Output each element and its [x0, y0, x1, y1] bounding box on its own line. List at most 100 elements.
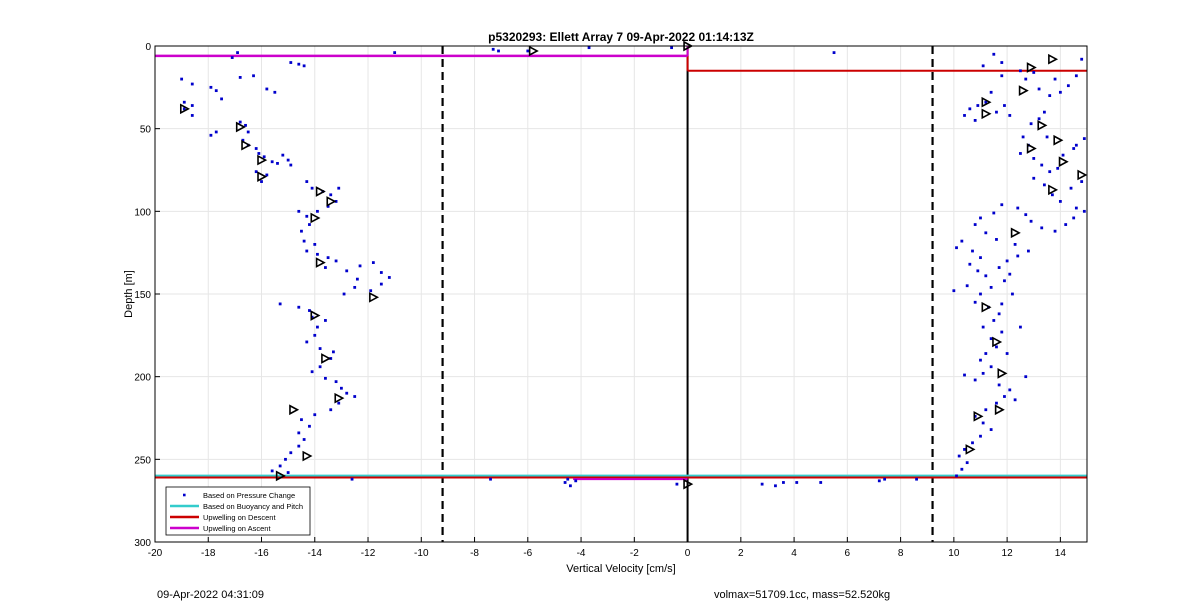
- buoyancy-pitch-point: [1048, 184, 1059, 196]
- pressure-change-point: [1048, 94, 1052, 97]
- pressure-change-point: [984, 100, 988, 104]
- buoyancy-pitch-point: [257, 171, 268, 182]
- pressure-change-point: [760, 482, 764, 486]
- pressure-change-point: [1016, 206, 1020, 210]
- pressure-change-point: [1080, 180, 1084, 183]
- y-tick-label: 0: [145, 42, 151, 53]
- pressure-change-point: [587, 46, 591, 50]
- pressure-change-point: [284, 457, 287, 461]
- y-tick-label: 50: [140, 125, 152, 136]
- pressure-change-point: [995, 401, 998, 405]
- pressure-change-point: [324, 266, 327, 269]
- pressure-change-point: [963, 114, 966, 117]
- pressure-change-point: [300, 418, 303, 422]
- pressure-change-point: [995, 110, 998, 114]
- pressure-change-point: [795, 481, 799, 484]
- pressure-change-point: [989, 365, 993, 369]
- buoyancy-pitch-point: [179, 103, 190, 115]
- pressure-change-point: [1011, 292, 1014, 296]
- pressure-change-point: [981, 64, 985, 68]
- pressure-change-point: [324, 319, 327, 322]
- pressure-change-point: [246, 130, 250, 134]
- pressure-change-point: [1000, 302, 1004, 306]
- pressure-change-point: [254, 170, 258, 174]
- pressure-change-point: [1045, 135, 1049, 139]
- pressure-change-point: [353, 285, 357, 289]
- pressure-change-point: [289, 61, 293, 64]
- y-tick-label: 300: [134, 538, 151, 549]
- pressure-change-point: [1008, 114, 1012, 117]
- pressure-change-point: [260, 180, 263, 183]
- pressure-change-point: [1024, 77, 1028, 81]
- pressure-change-point: [1058, 90, 1062, 94]
- pressure-change-point: [387, 276, 391, 279]
- pressure-change-point: [563, 481, 567, 484]
- x-tick-label: -14: [308, 548, 323, 559]
- pressure-change-point: [566, 477, 570, 481]
- buoyancy-pitch-point: [981, 96, 992, 108]
- buoyancy-pitch-point: [1058, 156, 1069, 168]
- buoyancy-pitch-point: [981, 108, 992, 120]
- pressure-change-point: [995, 238, 998, 241]
- buoyancy-pitch-point: [241, 139, 252, 151]
- pressure-change-point: [976, 269, 980, 273]
- pressure-change-point: [337, 186, 341, 190]
- legend-entry-label: Upwelling on Descent: [203, 513, 276, 522]
- pressure-change-point: [981, 421, 985, 425]
- pressure-change-point: [209, 133, 213, 137]
- pressure-change-point: [310, 186, 314, 190]
- pressure-change-point: [973, 119, 977, 122]
- pressure-change-point: [1058, 200, 1062, 203]
- pressure-change-point: [1037, 117, 1041, 121]
- pressure-change-point: [992, 52, 996, 56]
- x-tick-label: 4: [791, 548, 797, 559]
- pressure-change-point: [305, 214, 309, 218]
- pressure-change-point: [497, 49, 500, 53]
- pressure-change-point: [1021, 135, 1025, 139]
- pressure-change-point: [190, 114, 194, 117]
- legend-entry-label: Based on Buoyancy and Pitch: [203, 502, 303, 511]
- pressure-change-point: [289, 163, 293, 167]
- y-axis-label: Depth [m]: [123, 270, 135, 318]
- pressure-change-point: [979, 256, 982, 260]
- pressure-change-point: [286, 471, 290, 474]
- pressure-change-point: [1048, 170, 1052, 174]
- buoyancy-pitch-point: [257, 154, 268, 166]
- pressure-change-point: [1032, 71, 1036, 74]
- pressure-change-point: [526, 49, 530, 53]
- pressure-change-point: [984, 352, 988, 355]
- pressure-change-point: [1074, 143, 1078, 147]
- pressure-change-point: [992, 319, 996, 322]
- pressure-change-point: [915, 477, 918, 481]
- pressure-change-point: [1082, 209, 1086, 213]
- pressure-change-point: [965, 284, 969, 288]
- pressure-change-point: [345, 391, 349, 395]
- pressure-change-point: [316, 209, 319, 213]
- legend-entry-label: Upwelling on Ascent: [203, 524, 271, 533]
- pressure-change-point: [1074, 74, 1078, 78]
- buoyancy-pitch-point: [310, 212, 321, 224]
- pressure-change-point: [318, 365, 322, 369]
- grid: [154, 45, 1087, 543]
- pressure-change-point: [332, 350, 335, 354]
- pressure-change-point: [305, 249, 309, 253]
- pressure-change-point: [1000, 203, 1004, 207]
- pressure-change-point: [955, 474, 958, 478]
- pressure-change-point: [316, 325, 319, 329]
- pressure-change-point: [1003, 395, 1006, 398]
- pressure-change-point: [329, 408, 333, 412]
- footer-timestamp: 09-Apr-2022 04:31:09: [157, 589, 265, 601]
- pressure-change-point: [297, 209, 301, 213]
- pressure-change-point: [1082, 137, 1086, 140]
- pressure-change-point: [1008, 272, 1012, 276]
- pressure-change-point: [313, 413, 317, 417]
- pressure-change-point: [297, 62, 301, 66]
- pressure-change-point: [979, 216, 982, 220]
- pressure-change-point: [1042, 110, 1046, 114]
- pressure-change-point: [278, 302, 282, 306]
- buoyancy-pitch-point: [981, 301, 992, 313]
- pressure-change-point: [276, 161, 279, 165]
- pressure-change-point: [182, 107, 186, 111]
- pressure-change-point: [952, 289, 956, 293]
- reference-lines: [441, 46, 934, 542]
